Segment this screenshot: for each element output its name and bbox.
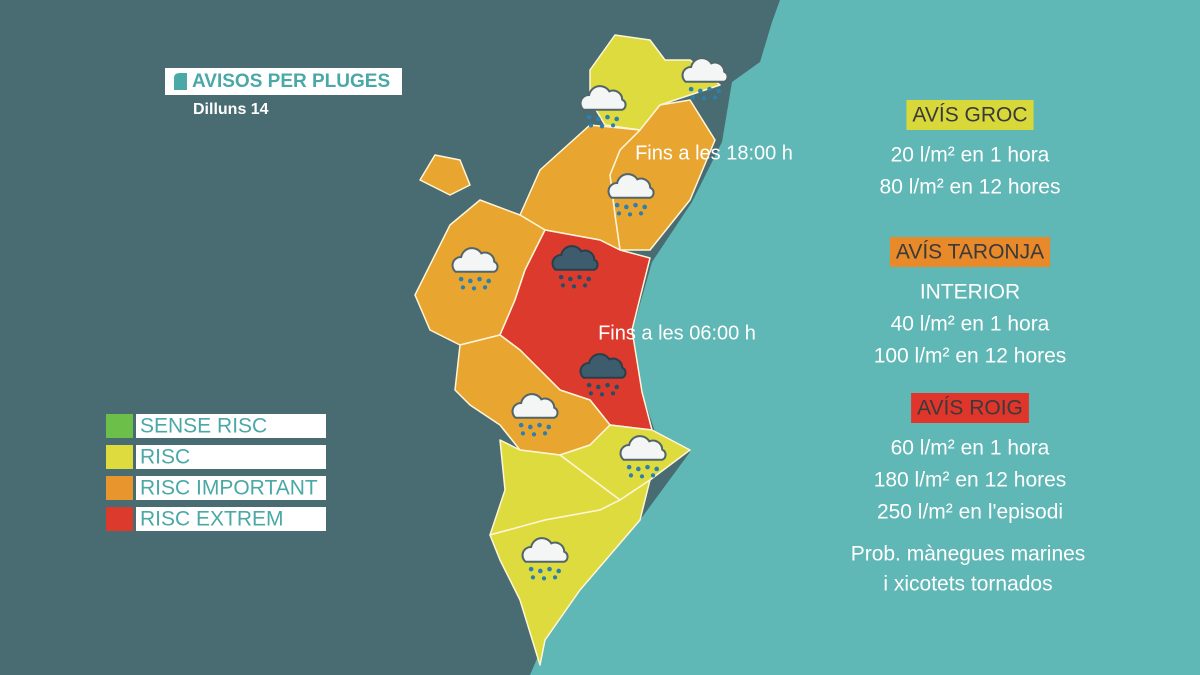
warning-title-box (889, 237, 1051, 267)
map (414, 34, 729, 666)
warning-title: AVÍS GROC (912, 104, 1027, 127)
header-box (165, 68, 402, 95)
note: i xicotets tornados (883, 573, 1052, 596)
legend-label: RISC (140, 446, 190, 469)
warning-line: 80 l/m² en 12 hores (880, 176, 1061, 199)
warning-line: 60 l/m² en 1 hora (891, 437, 1050, 460)
legend-label: SENSE RISC (140, 415, 267, 438)
legend-box (136, 507, 326, 531)
legend-swatch (106, 414, 133, 438)
warning-title: AVÍS TARONJA (896, 241, 1044, 264)
warnings: AVÍS GROC 20 l/m² en 1 hora 80 l/m² en 12 … (874, 100, 1067, 524)
legend-swatch (106, 507, 133, 531)
legend-label: RISC IMPORTANT (140, 477, 318, 500)
sea (530, 0, 1200, 675)
header-subtitle: Dilluns 14 (193, 101, 269, 118)
legend-swatch (106, 476, 133, 500)
warning-line: 100 l/m² en 12 hores (874, 345, 1067, 368)
legend-box (136, 445, 326, 469)
warning-line: 20 l/m² en 1 hora (891, 144, 1050, 167)
header-icon (174, 73, 187, 90)
legend-swatch (106, 445, 133, 469)
note: Prob. mànegues marines (851, 543, 1086, 566)
warning-line: INTERIOR (920, 281, 1020, 304)
legend: SENSE RISC RISC RISC IMPORTANT RISC EXTREM (106, 414, 326, 531)
header-title: AVISOS PER PLUGES (192, 71, 390, 92)
map-label: Fins a les 18:00 h (635, 142, 793, 164)
map-label: Fins a les 06:00 h (598, 322, 756, 344)
warning-title: AVÍS ROIG (917, 397, 1023, 420)
warning-title-box (911, 393, 1029, 423)
legend-box (136, 476, 326, 500)
warning-title-box (906, 100, 1034, 130)
legend-box (136, 414, 326, 438)
legend-label: RISC EXTREM (140, 508, 284, 531)
warning-line: 180 l/m² en 12 hores (874, 469, 1067, 492)
warning-line: 40 l/m² en 1 hora (891, 313, 1050, 336)
warning-line: 250 l/m² en l'episodi (877, 501, 1063, 524)
